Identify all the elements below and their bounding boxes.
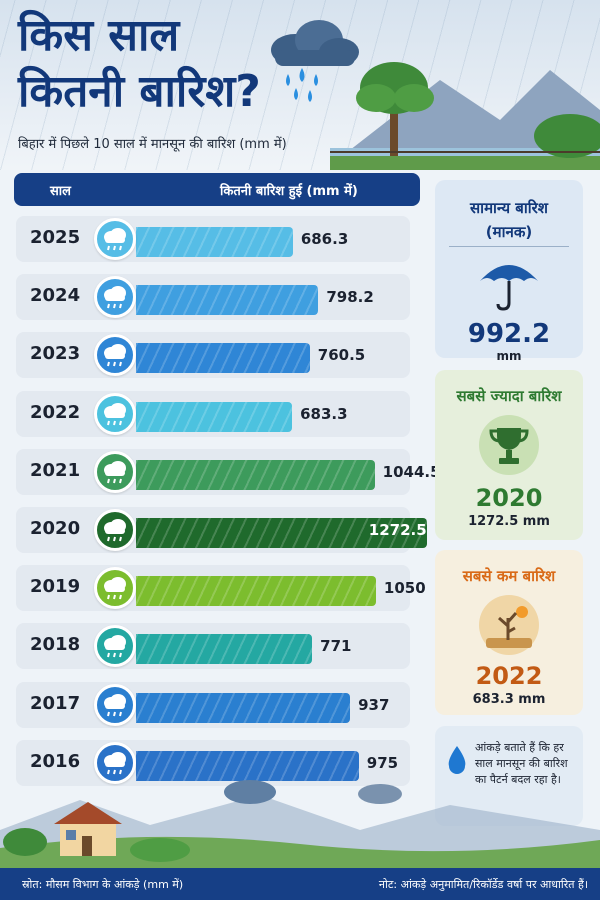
bar: [136, 576, 376, 607]
footer-note: नोट: आंकड़े अनुमामित/रिकॉर्डेड वर्षा पर …: [378, 878, 588, 891]
bar-value-label: 760.5: [317, 346, 366, 365]
bar-value-label: 1044.5: [382, 462, 441, 481]
normal-title: सामान्य बारिश: [470, 199, 548, 217]
rain-cloud-icon: [94, 567, 136, 610]
info-note: आंकड़े बताते हैं कि हर साल मानसून की बार…: [475, 741, 568, 786]
highest-title: सबसे ज्यादा बारिश: [456, 387, 562, 405]
bar-row: 2017 937: [16, 681, 410, 728]
rain-cloud-icon: [94, 218, 136, 260]
divider: [449, 246, 569, 247]
drought-tree-icon: [479, 595, 539, 655]
header-year: साल: [50, 184, 71, 199]
bar-value-label: 975: [366, 753, 399, 772]
rain-cloud-icon: [271, 20, 359, 66]
bar-value-label: 771: [320, 637, 352, 656]
highest-rainfall-card: सबसे ज्यादा बारिश 2020 1272.5 mm: [435, 370, 583, 540]
rain-cloud-icon: [94, 509, 136, 551]
trophy-icon: [479, 415, 539, 475]
footer-landscape: [0, 780, 600, 870]
bar: [136, 285, 319, 316]
lowest-year: 2022: [475, 662, 543, 690]
title-line-2: कितनी बारिश?: [18, 66, 261, 117]
landscape-illustration: [330, 62, 600, 170]
bar-row: 2021 1044.5: [16, 448, 441, 495]
bar-value-label: 683.3: [300, 404, 348, 423]
umbrella-icon: [480, 265, 538, 311]
rain-cloud-icon: [94, 683, 136, 726]
page-title: किस साल कितनी बारिश?: [18, 8, 261, 120]
bar: [136, 692, 351, 723]
bar-value-label: 1272.5: [368, 521, 427, 539]
bar-value-label: 798.2: [326, 288, 374, 307]
lowest-amount: 683.3 mm: [472, 692, 546, 707]
bar-row: 2023 760.5: [16, 332, 410, 379]
table-header: साल कितनी बारिश हुई (mm में): [14, 173, 420, 206]
bar: [136, 634, 313, 665]
normal-rainfall-card: सामान्य बारिश (मानक) 992.2 mm: [435, 180, 583, 363]
bar-row: 2025 686.3: [16, 216, 410, 262]
bar-year-label: 2023: [30, 343, 81, 365]
water-drop-icon: [448, 746, 466, 774]
hero-banner: किस साल कितनी बारिश? बिहार में पिछले 10 …: [0, 0, 600, 170]
bar-row: 2016 975: [16, 739, 410, 786]
highest-amount: 1272.5 mm: [468, 514, 550, 529]
bar-year-label: 2017: [30, 692, 81, 714]
bar-year-label: 2021: [30, 459, 81, 481]
bar: [136, 227, 293, 257]
source-text: स्रोत: मौसम विभाग के आंकड़े (mm में): [22, 878, 184, 891]
bar-row: 2022 683.3: [16, 390, 410, 437]
rain-cloud-icon: [94, 276, 136, 319]
bar-row: 2019 1050: [16, 565, 426, 612]
bar-year-label: 2016: [30, 750, 81, 772]
raindrops-icon: [286, 68, 318, 102]
bar: [136, 750, 359, 781]
bar: [136, 343, 310, 374]
subtitle: बिहार में पिछले 10 साल में मानसून की बार…: [18, 137, 287, 152]
lowest-rainfall-card: सबसे कम बारिश 2022 683.3 mm: [435, 550, 583, 715]
bar-value-label: 686.3: [300, 230, 349, 248]
bar-year-label: 2025: [30, 227, 81, 248]
highest-year: 2020: [475, 484, 543, 512]
rain-cloud-icon: [94, 450, 136, 493]
bar-year-label: 2020: [30, 518, 81, 539]
bar-year-label: 2022: [30, 401, 81, 423]
rain-cloud-icon: [94, 741, 136, 784]
bar-year-label: 2018: [30, 634, 81, 656]
rain-cloud-icon: [94, 625, 136, 668]
normal-subtitle: (मानक): [485, 223, 533, 241]
bar-row: 2020 1272.5: [16, 507, 427, 553]
bar-row: 2024 798.2: [16, 274, 410, 321]
bar-year-label: 2019: [30, 576, 81, 598]
bar: [136, 401, 293, 432]
bar-value-label: 937: [358, 695, 390, 714]
bar-value-label: 1050: [383, 579, 426, 598]
bar: [136, 459, 375, 490]
normal-value: 992.2: [467, 319, 551, 349]
normal-unit: mm: [496, 349, 522, 363]
rain-cloud-icon: [94, 334, 136, 377]
bar-year-label: 2024: [30, 285, 81, 307]
bar-row: 2018 771: [16, 623, 410, 670]
lowest-title: सबसे कम बारिश: [462, 567, 556, 585]
bar: [136, 518, 427, 548]
title-line-1: किस साल: [18, 10, 180, 61]
footer-bar: स्रोत: मौसम विभाग के आंकड़े (mm में) नोट…: [0, 868, 600, 900]
rain-cloud-icon: [94, 392, 136, 435]
header-amount: कितनी बारिश हुई (mm में): [220, 184, 358, 199]
